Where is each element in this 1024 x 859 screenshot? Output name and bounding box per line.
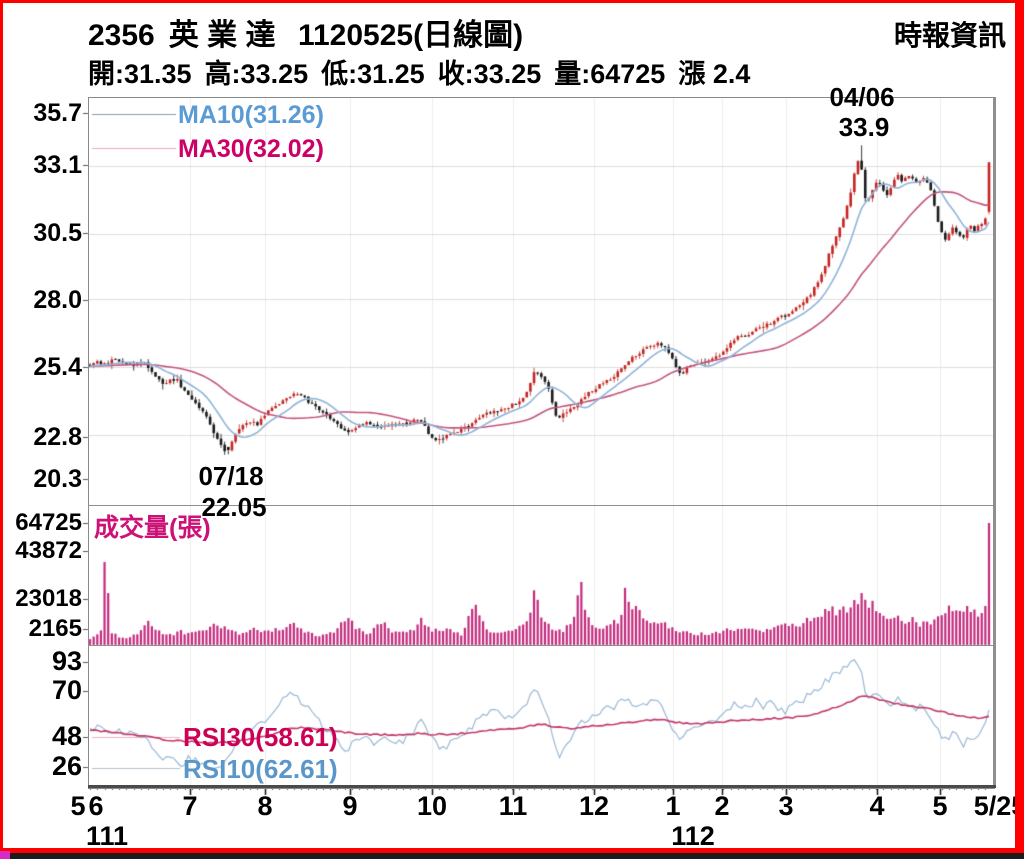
volume-tick-label: 2165 (28, 615, 82, 643)
year-label: 112 (671, 821, 715, 851)
month-tick-label: 1 (665, 791, 681, 821)
stock-id: 2356 (88, 19, 155, 52)
date-and-chart-type: 1120525(日線圖) (297, 19, 524, 52)
rsi-tick-label: 48 (51, 721, 82, 752)
stat-high: 高:33.25 (204, 59, 309, 89)
bottom-dark-strip (0, 853, 1024, 859)
annotation-peak-price: 33.9 (838, 112, 890, 142)
month-tick-label: 6 (88, 791, 104, 821)
annotation-peak-date: 04/06 (829, 82, 895, 112)
price-tick-label: 30.5 (33, 218, 82, 247)
price-tick-label: 35.7 (33, 98, 82, 127)
volume-tick-label: 23018 (15, 585, 82, 613)
price-tick-label: 28.0 (33, 285, 82, 314)
rsi-tick-label: 26 (51, 751, 82, 782)
stat-open: 開:31.35 (88, 59, 192, 89)
frame-border-right (1015, 0, 1024, 859)
corner-artifact (0, 851, 10, 859)
ohlc-stats-row: 開:31.35 高:33.25 低:31.25 收:33.25 量:64725 … (88, 52, 750, 91)
rsi-tick-label: 93 (51, 646, 82, 677)
annotation-trough-date: 07/18 (198, 461, 264, 491)
data-provider: 時報資訊 (893, 20, 1006, 51)
legend-rsi10: RSI10(62.61) (183, 754, 338, 784)
legend-volume: 成交量(張) (94, 514, 211, 542)
rsi-tick-label: 70 (51, 675, 82, 706)
legend-ma30: MA30(32.02) (178, 135, 324, 163)
month-tick-label: 2 (714, 791, 730, 821)
year-label: 111 (85, 821, 129, 851)
month-tick-label: 5 (932, 791, 948, 821)
month-tick-label: 10 (416, 791, 448, 821)
legend-rsi30: RSI30(58.61) (183, 722, 338, 752)
month-tick-label: 12 (578, 791, 610, 821)
month-tick-label: 11 (498, 791, 528, 821)
legend-ma10: MA10(31.26) (178, 101, 324, 129)
price-tick-label: 22.8 (33, 422, 82, 451)
stat-change: 漲 2.4 (678, 59, 751, 89)
stat-close: 收:33.25 (437, 59, 542, 89)
frame-border-left (0, 0, 3, 853)
stock-name: 英業達 (168, 19, 284, 52)
volume-tick-label: 43872 (15, 537, 82, 565)
chart-title: 2356 英業達 1120525(日線圖) (88, 10, 523, 54)
month-tick-label: 4 (869, 791, 885, 821)
stat-low: 低:31.25 (321, 59, 425, 89)
annotation-trough-price: 22.05 (201, 492, 267, 522)
frame-border-top (0, 0, 1024, 3)
month-tick-label: 8 (257, 791, 273, 821)
frame-border-bottom (0, 848, 1024, 853)
month-tick-label: 5 (70, 791, 86, 821)
month-tick-label: 9 (342, 791, 358, 821)
stat-volume: 量:64725 (554, 59, 666, 89)
price-tick-label: 33.1 (33, 150, 82, 179)
month-tick-label: 3 (778, 791, 794, 821)
price-tick-label: 25.4 (33, 352, 82, 381)
volume-tick-label: 64725 (15, 509, 82, 537)
price-tick-label: 20.3 (33, 464, 82, 493)
month-tick-label: 7 (182, 791, 198, 821)
